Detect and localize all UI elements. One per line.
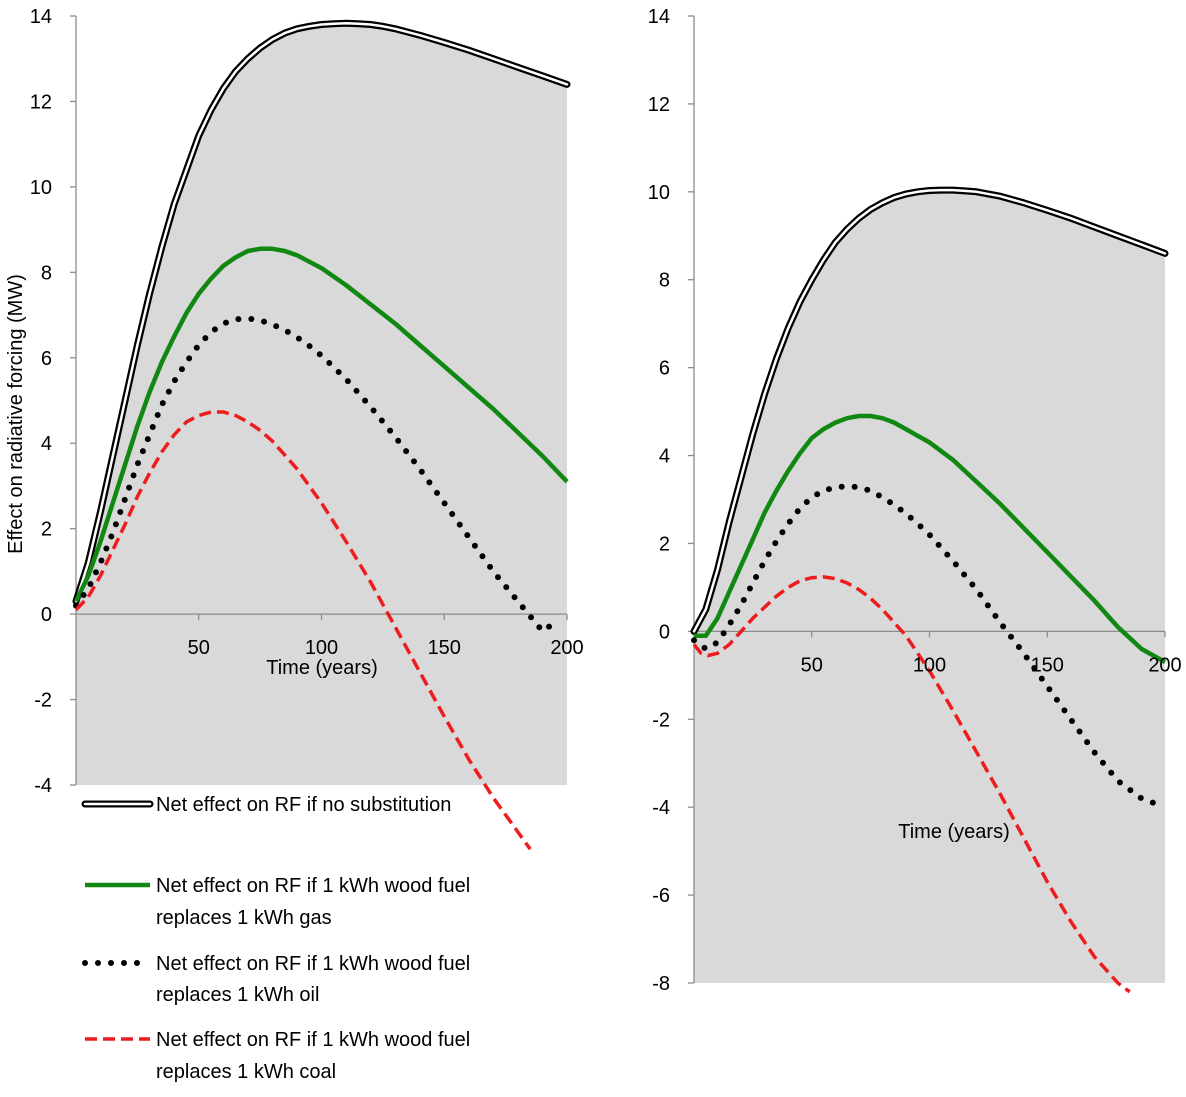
left-series-gas bbox=[73, 246, 569, 603]
left-y-tick-label: 6 bbox=[41, 348, 52, 370]
right-y-tick-label: 14 bbox=[648, 6, 670, 28]
right-y-tick-label: 2 bbox=[659, 533, 670, 555]
right-y-tick-label: -4 bbox=[652, 797, 670, 819]
legend-label-coal-line2: replaces 1 kWh coal bbox=[156, 1061, 336, 1083]
right-shaded-region bbox=[694, 190, 1165, 984]
legend-label-gas-line2: replaces 1 kWh gas bbox=[156, 907, 332, 929]
right-y-tick-label: 0 bbox=[659, 621, 670, 643]
right-series-no-substitution-inner bbox=[692, 188, 1167, 633]
right-x-tick-label: 50 bbox=[801, 654, 823, 676]
right-series-lines bbox=[690, 186, 1169, 994]
right-x-tick-label: 200 bbox=[1148, 654, 1181, 676]
right-y-tick-label: 6 bbox=[659, 358, 670, 380]
legend-label-oil-line2: replaces 1 kWh oil bbox=[156, 984, 319, 1006]
left-x-tick-label: 200 bbox=[550, 637, 583, 659]
right-y-tick-label: -2 bbox=[652, 709, 670, 731]
right-x-tick-label: 100 bbox=[913, 654, 946, 676]
legend-label-gas: Net effect on RF if 1 kWh wood fuel bbox=[156, 875, 470, 897]
left-y-axis-title: Effect on radiative forcing (MW) bbox=[5, 274, 27, 554]
right-y-tick-label: 12 bbox=[648, 94, 670, 116]
right-series-coal bbox=[692, 575, 1131, 994]
legend-label-coal: Net effect on RF if 1 kWh wood fuel bbox=[156, 1029, 470, 1051]
left-series-oil bbox=[73, 315, 558, 636]
right-y-tick-label: 8 bbox=[659, 270, 670, 292]
left-y-tick-label: 4 bbox=[41, 433, 52, 455]
left-y-tick-label: 12 bbox=[30, 91, 52, 113]
right-y-tick-label: -8 bbox=[652, 973, 670, 995]
left-x-tick-label: 150 bbox=[428, 637, 461, 659]
left-axes bbox=[70, 15, 568, 786]
left-y-tick-label: 0 bbox=[41, 604, 52, 626]
right-y-tick-label: 10 bbox=[648, 182, 670, 204]
right-chart: -8 -6 -4 -2 0 2 4 6 8 10 12 14 50 100 150 200 Time (yea… bbox=[648, 6, 1182, 995]
left-shaded-region bbox=[76, 23, 567, 786]
left-x-tick-label: 100 bbox=[305, 637, 338, 659]
legend-label-oil: Net effect on RF if 1 kWh wood fuel bbox=[156, 953, 470, 975]
right-y-tick-label: 4 bbox=[659, 446, 670, 468]
legend: Net effect on RF if no substitution Net e… bbox=[81, 794, 470, 1083]
left-series-coal bbox=[74, 410, 532, 851]
right-x-tick-label: 150 bbox=[1031, 654, 1064, 676]
left-y-tick-label: -4 bbox=[34, 775, 52, 797]
right-y-tick-label: -6 bbox=[652, 885, 670, 907]
right-x-axis-title: Time (years) bbox=[898, 821, 1009, 843]
right-axes bbox=[688, 15, 1166, 984]
left-y-tick-label: 10 bbox=[30, 177, 52, 199]
left-series-lines bbox=[72, 19, 571, 851]
right-plot-area bbox=[694, 190, 1165, 984]
left-plot-area bbox=[76, 23, 567, 786]
left-y-tick-label: -2 bbox=[34, 690, 52, 712]
left-series-no-substitution-inner bbox=[74, 22, 569, 603]
left-y-tick-label: 14 bbox=[30, 6, 52, 28]
right-tick-labels: -8 -6 -4 -2 0 2 4 6 8 10 12 14 50 100 150 200 bbox=[648, 6, 1182, 995]
left-y-tick-label: 2 bbox=[41, 519, 52, 541]
legend-label-no-substitution: Net effect on RF if no substitution bbox=[156, 794, 451, 816]
left-x-tick-label: 50 bbox=[188, 637, 210, 659]
left-x-axis-title: Time (years) bbox=[266, 657, 377, 679]
left-tick-labels: -4 -2 0 2 4 6 8 10 12 14 50 100 150 200 bbox=[30, 6, 584, 797]
right-series-gas bbox=[694, 413, 1167, 665]
left-y-tick-label: 8 bbox=[41, 262, 52, 284]
